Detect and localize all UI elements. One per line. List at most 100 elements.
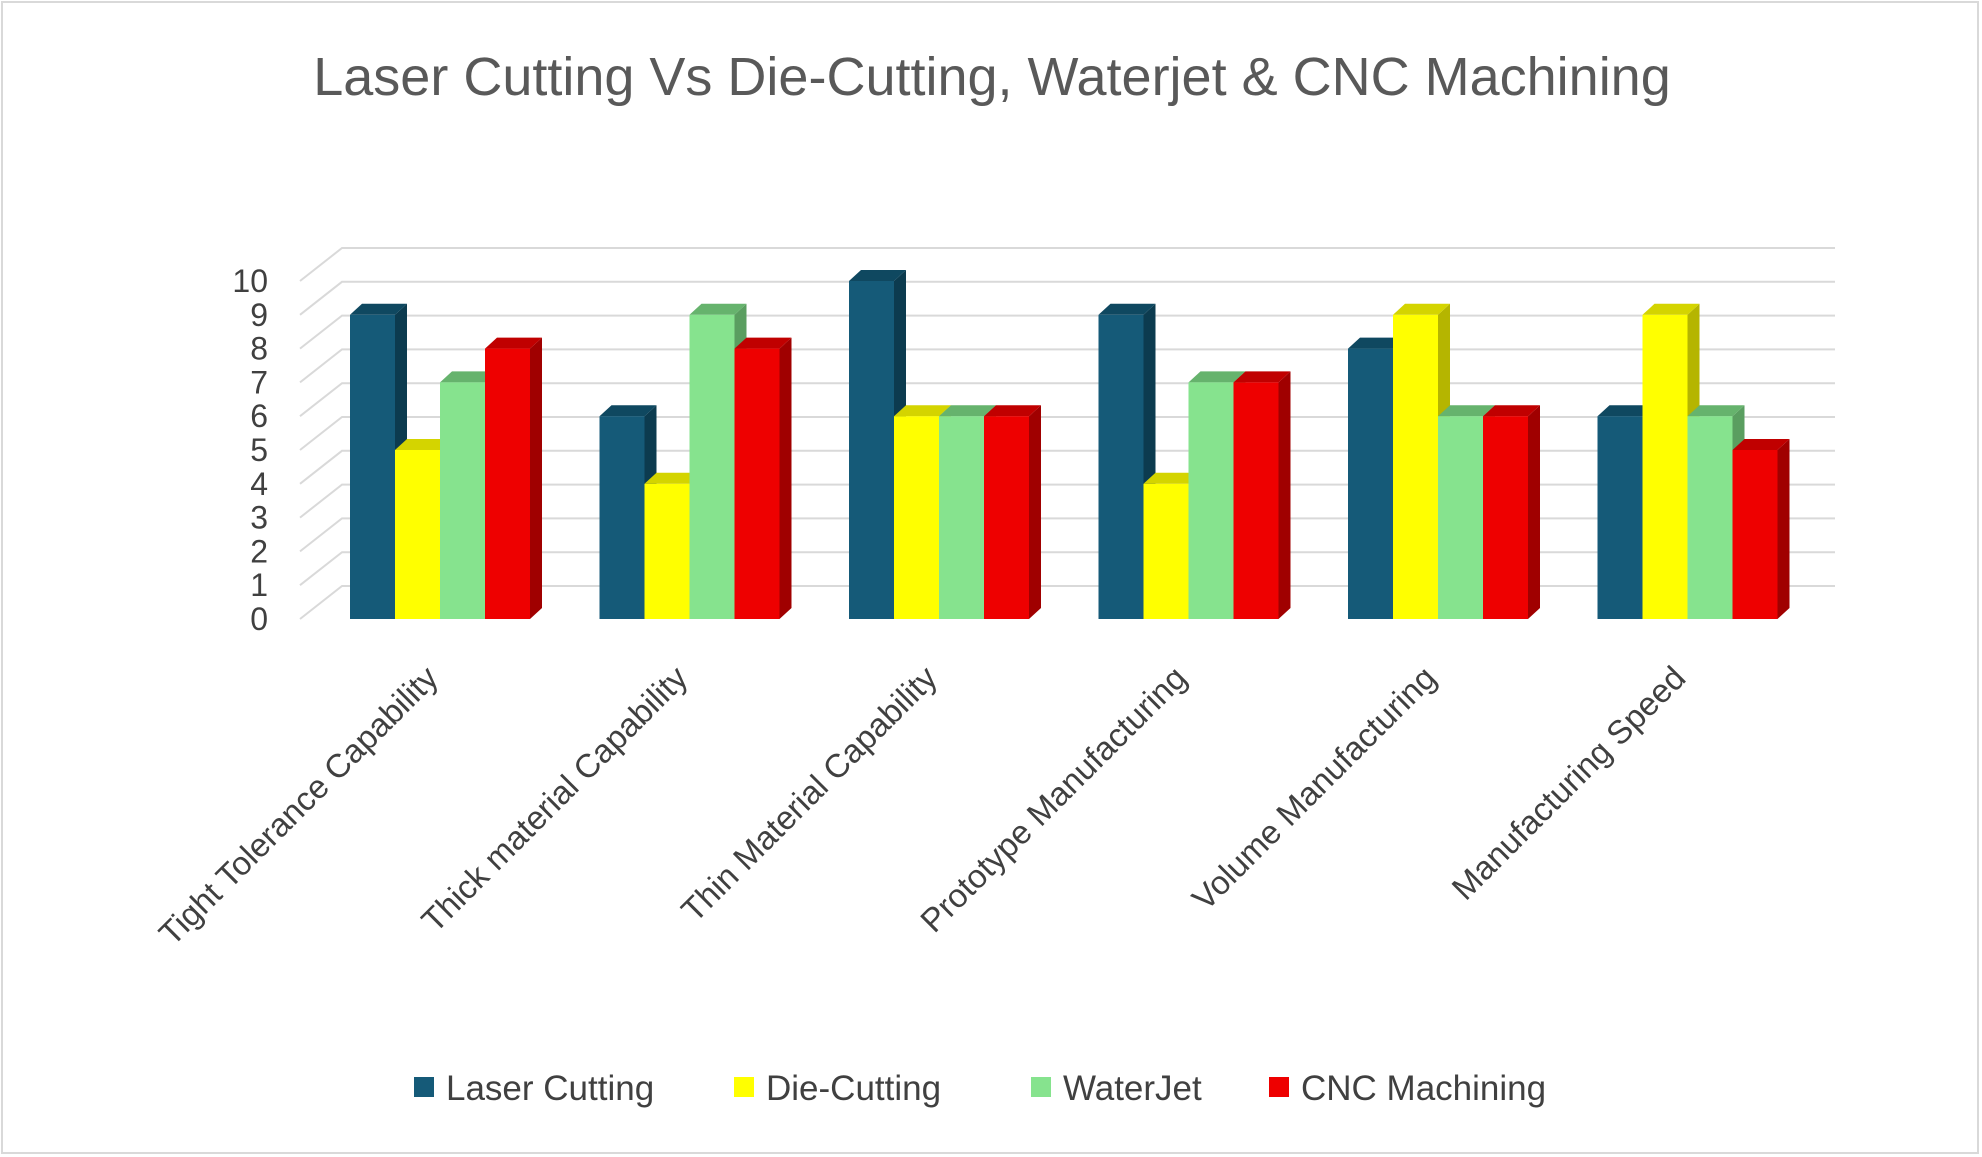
bar-front bbox=[1438, 416, 1483, 619]
y-tick-label: 10 bbox=[232, 263, 268, 299]
bar-front bbox=[689, 314, 735, 619]
x-tick-label: Thick material Capability bbox=[414, 658, 695, 939]
y-tick-label: 4 bbox=[250, 466, 268, 502]
x-tick-label: Manufacturing Speed bbox=[1444, 659, 1692, 907]
bar-top bbox=[1348, 337, 1405, 349]
bar-top bbox=[1642, 303, 1700, 315]
bar-front bbox=[1483, 416, 1528, 619]
bar-top bbox=[1143, 472, 1201, 484]
bar-front bbox=[1732, 450, 1778, 619]
bar-front bbox=[1188, 382, 1234, 619]
bar-top bbox=[689, 303, 747, 315]
x-tick-label: Prototype Manufacturing bbox=[913, 659, 1193, 939]
bar-front bbox=[644, 483, 690, 619]
bar-top bbox=[1732, 439, 1790, 450]
y-tick-label: 9 bbox=[250, 297, 268, 333]
bar-front bbox=[1348, 348, 1393, 619]
bar-front bbox=[1597, 416, 1643, 619]
legend-swatch bbox=[1269, 1077, 1289, 1097]
y-tick-label: 5 bbox=[250, 432, 268, 468]
bar-top bbox=[1483, 405, 1540, 417]
legend-item: CNC Machining bbox=[1269, 1069, 1546, 1108]
gridline bbox=[299, 314, 1835, 350]
bar-side bbox=[779, 337, 792, 619]
bar-front bbox=[485, 348, 530, 619]
bar-top bbox=[1393, 303, 1450, 315]
gridline bbox=[299, 348, 1835, 384]
bar-front bbox=[350, 314, 395, 619]
bar-top bbox=[894, 405, 951, 417]
gridline bbox=[299, 585, 1835, 620]
legend-item: WaterJet bbox=[1031, 1069, 1202, 1108]
bar-top bbox=[1233, 371, 1291, 383]
legend-swatch bbox=[734, 1077, 754, 1097]
y-tick-label: 2 bbox=[250, 533, 268, 569]
gridline bbox=[299, 416, 1835, 451]
x-tick-label: Volume Manufacturing bbox=[1185, 659, 1443, 917]
bar-front bbox=[894, 416, 939, 619]
legend-label: CNC Machining bbox=[1301, 1069, 1546, 1108]
gridline bbox=[299, 483, 1835, 519]
bar-top bbox=[1597, 405, 1655, 417]
legend-label: WaterJet bbox=[1063, 1069, 1202, 1108]
bars bbox=[350, 270, 1790, 619]
x-tick-label: Thin Material Capability bbox=[674, 658, 944, 928]
gridline bbox=[299, 517, 1835, 553]
legend-label: Laser Cutting bbox=[446, 1069, 654, 1108]
y-tick-label: 7 bbox=[250, 364, 268, 400]
bar-front bbox=[849, 281, 894, 619]
legend-item: Die-Cutting bbox=[734, 1069, 941, 1108]
bar-top bbox=[849, 270, 906, 281]
bar-side bbox=[530, 337, 542, 619]
bar-top bbox=[485, 337, 542, 349]
bar bbox=[734, 337, 792, 619]
bar-top bbox=[939, 405, 996, 417]
bar-front bbox=[395, 450, 440, 619]
bar-side bbox=[1029, 405, 1041, 619]
bar-front bbox=[1687, 416, 1733, 619]
bar-front bbox=[1233, 382, 1279, 619]
bar-top bbox=[1438, 405, 1495, 417]
legend: Laser Cutting Die-Cutting WaterJet CNC Mach… bbox=[414, 1069, 1546, 1108]
bar-front bbox=[939, 416, 984, 619]
bar-top bbox=[395, 439, 452, 450]
y-tick-label: 8 bbox=[250, 331, 268, 367]
gridlines bbox=[299, 247, 1835, 620]
bar-top bbox=[1098, 303, 1156, 315]
bar-front bbox=[599, 416, 645, 619]
bar-front bbox=[1393, 314, 1438, 619]
y-tick-label: 6 bbox=[250, 398, 268, 434]
bar bbox=[599, 405, 657, 619]
legend-swatch bbox=[1031, 1077, 1051, 1097]
bar bbox=[1483, 405, 1540, 619]
bar bbox=[984, 405, 1041, 619]
bar-side bbox=[1278, 371, 1291, 619]
y-tick-label: 0 bbox=[250, 601, 268, 637]
bar-front bbox=[1098, 314, 1144, 619]
bar-front bbox=[1642, 314, 1688, 619]
gridline bbox=[299, 449, 1835, 485]
bar bbox=[1098, 303, 1156, 619]
bar-top bbox=[1687, 405, 1745, 417]
chart-title: Laser Cutting Vs Die-Cutting, Waterjet &… bbox=[313, 47, 1671, 107]
bar-front bbox=[440, 382, 485, 619]
bar-top bbox=[599, 405, 657, 417]
gridline bbox=[299, 280, 1835, 316]
bar-front bbox=[1143, 483, 1189, 619]
legend-label: Die-Cutting bbox=[766, 1069, 941, 1108]
gridline bbox=[299, 551, 1835, 586]
y-tick-label: 3 bbox=[250, 500, 268, 536]
bar-top bbox=[734, 337, 792, 349]
bar bbox=[1732, 439, 1790, 619]
bar-top bbox=[350, 303, 407, 315]
bar-top bbox=[440, 371, 497, 383]
y-tick-label: 1 bbox=[250, 567, 268, 603]
bar-top bbox=[984, 405, 1041, 417]
x-tick-label: Tight Tolerance Capability bbox=[152, 658, 446, 952]
legend-swatch bbox=[414, 1077, 434, 1097]
bar-side bbox=[1528, 405, 1540, 619]
bar-top bbox=[1188, 371, 1246, 383]
